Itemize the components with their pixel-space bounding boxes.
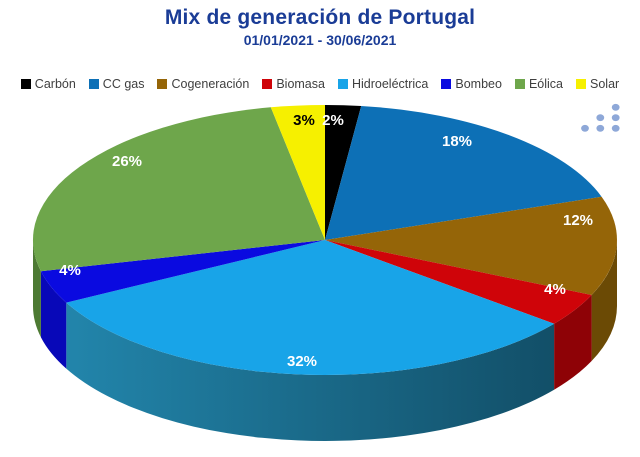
- legend-item-eolica: Eólica: [514, 77, 563, 91]
- pie-slice-hidroelectrica: [66, 240, 555, 375]
- pie-slice-eolica: [32, 107, 326, 272]
- pie-slice-rim-biomasa: [554, 295, 592, 390]
- chart-subtitle: 01/01/2021 - 30/06/2021: [243, 32, 397, 48]
- pie-slice-rim-eolica: [32, 240, 41, 338]
- legend-swatch: [576, 79, 586, 89]
- legend-item-cc-gas: CC gas: [88, 77, 145, 91]
- legend-item-solar: Solar: [576, 77, 619, 91]
- legend-item-bombeo: Bombeo: [441, 77, 502, 91]
- legend-swatch: [441, 79, 452, 89]
- legend-label: Hidroeléctrica: [351, 77, 429, 91]
- legend-swatch: [337, 79, 348, 89]
- pie-slice-carbon: [325, 104, 362, 240]
- legend-label: Solar: [590, 77, 620, 91]
- pie-slice-rim-cogeneracion: [591, 240, 617, 361]
- pie-label-carbon: 2%: [322, 112, 344, 129]
- pie-label-eolica: 26%: [112, 153, 142, 170]
- pie-slice-cc-gas: [325, 106, 602, 240]
- legend-label: Eólica: [528, 77, 563, 91]
- legend-swatch: [514, 79, 525, 89]
- legend-item-hidroelectrica: Hidroeléctrica: [337, 77, 429, 91]
- logo-dot: [611, 114, 620, 122]
- pie-label-cc-gas: 18%: [442, 133, 472, 150]
- pie-label-group: 2% 18% 12% 4% 32% 4% 26% 3%: [59, 112, 593, 370]
- logo-dot: [581, 124, 589, 132]
- pie-slice-biomasa: [325, 240, 592, 324]
- pie-slice-bombeo: [40, 240, 326, 303]
- chart-title: Mix de generación de Portugal: [164, 6, 476, 29]
- pie-label-cogeneracion: 12%: [563, 212, 593, 229]
- legend-label: Biomasa: [276, 77, 325, 91]
- legend-label: CC gas: [102, 77, 145, 91]
- pie-slice-solar: [270, 104, 325, 240]
- pie-label-biomasa: 4%: [544, 281, 566, 298]
- legend-label: Cogeneración: [171, 77, 250, 91]
- pie-slice-cogeneracion: [325, 196, 617, 295]
- legend-swatch: [88, 79, 99, 89]
- legend-swatch: [157, 79, 168, 89]
- logo-dot: [596, 124, 605, 132]
- pie-label-bombeo: 4%: [59, 262, 81, 279]
- logo-dot: [611, 103, 620, 111]
- logo-dot: [596, 114, 605, 122]
- legend-label: Bombeo: [455, 77, 502, 91]
- pie-label-solar: 3%: [293, 112, 315, 129]
- legend-item-cogeneracion: Cogeneración: [157, 77, 249, 91]
- pie-slice-rim-hidroelectrica: [66, 302, 555, 441]
- dots-logo: [581, 103, 620, 132]
- legend-label: Carbón: [34, 77, 76, 91]
- legend-item-biomasa: Biomasa: [262, 77, 325, 91]
- logo-dot: [611, 124, 620, 132]
- pie-label-hidroelectrica: 32%: [287, 353, 317, 370]
- legend: Carbón CC gas Cogeneración Biomasa Hidroeléc…: [0, 77, 640, 91]
- pie-top-group: [32, 104, 617, 375]
- legend-swatch: [20, 79, 31, 89]
- pie-slice-rim-bombeo: [40, 271, 67, 369]
- legend-swatch: [262, 79, 273, 89]
- pie-rim-group: [32, 240, 617, 441]
- legend-item-carbon: Carbón: [20, 77, 76, 91]
